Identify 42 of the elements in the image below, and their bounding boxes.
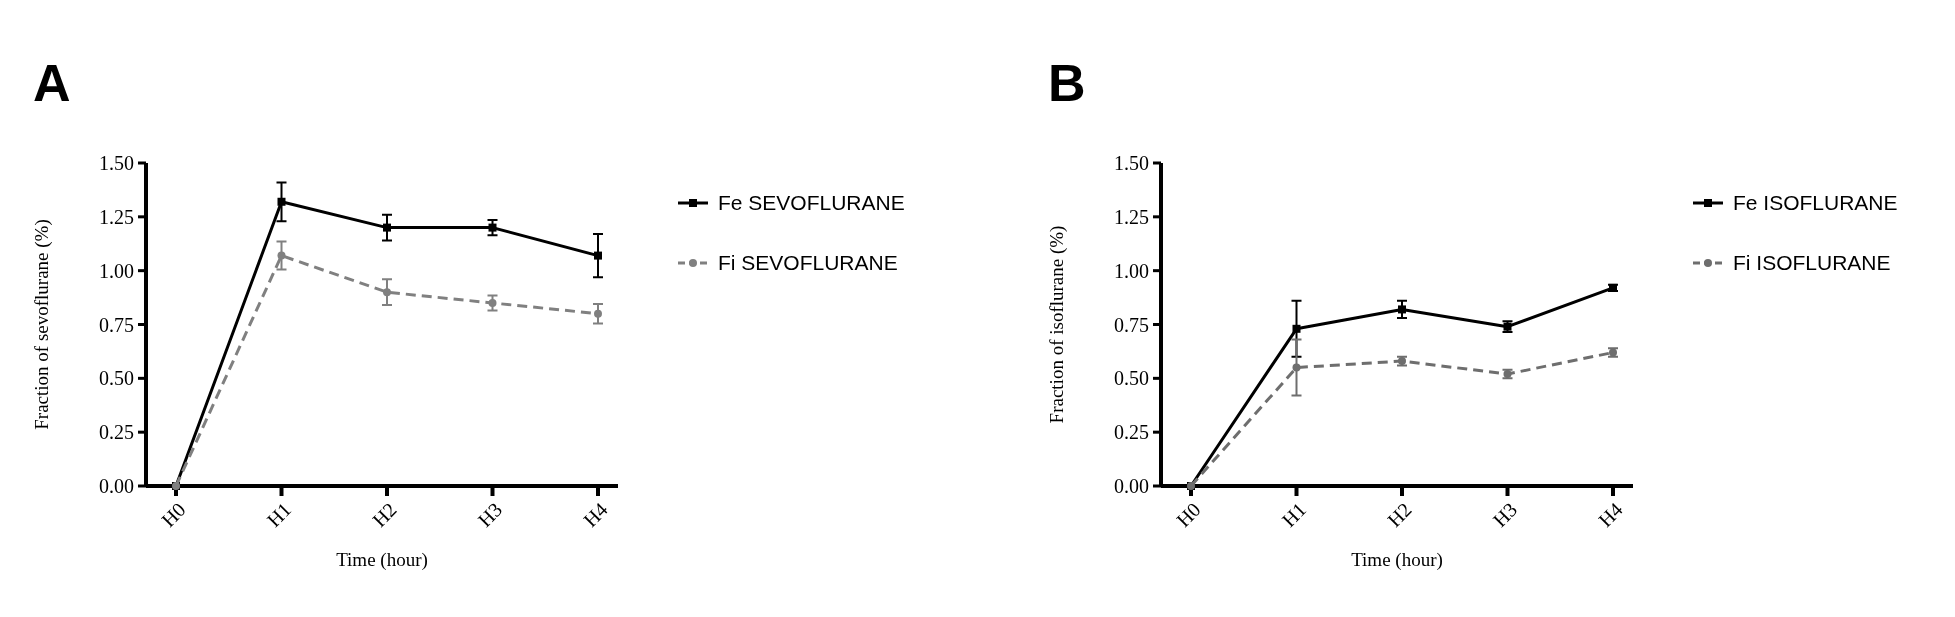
point: [383, 223, 391, 232]
point: [383, 288, 391, 297]
y-tick-label: 1.50: [1114, 152, 1149, 174]
y-tick-label: 1.00: [1114, 259, 1149, 282]
y-tick-label: 1.00: [99, 259, 134, 282]
x-tick-label: H4: [1593, 498, 1627, 532]
x-tick-label: H3: [473, 498, 507, 532]
legend-label: Fe ISOFLURANE: [1733, 191, 1898, 215]
y-tick-label: 0.75: [1114, 313, 1149, 336]
x-tick-label: H2: [1382, 498, 1416, 532]
x-tick-label: H3: [1488, 498, 1522, 532]
point: [594, 251, 602, 260]
legend-label: Fi ISOFLURANE: [1733, 251, 1891, 275]
x-tick-label: H0: [1171, 498, 1205, 532]
point: [277, 251, 286, 260]
legend-label: Fi SEVOFLURANE: [718, 251, 898, 275]
y-axis-title: Fraction of sevoflurane (%): [31, 219, 53, 430]
x-tick-label: H4: [578, 498, 612, 532]
y-tick-label: 0.00: [1114, 475, 1149, 497]
x-tick-label: H2: [367, 498, 401, 532]
point: [277, 197, 286, 206]
x-tick-label: H1: [262, 498, 296, 532]
y-tick-label: 0.50: [99, 367, 134, 390]
y-tick-label: 0.50: [1114, 367, 1149, 390]
x-axis-title: Time (hour): [1351, 549, 1443, 571]
point: [594, 309, 602, 318]
point: [1398, 305, 1406, 314]
x-axis-title: Time (hour): [336, 549, 428, 571]
y-tick-label: 1.50: [99, 152, 134, 174]
y-tick-label: 0.25: [1114, 421, 1149, 444]
x-tick-label: H1: [1277, 498, 1311, 532]
y-tick-label: 0.25: [99, 421, 134, 444]
y-tick-label: 1.25: [99, 205, 134, 228]
y-tick-label: 0.75: [99, 313, 134, 336]
point: [1292, 324, 1301, 333]
chart-title: B: [1048, 54, 1086, 112]
y-axis-title: Fraction of isoflurane (%): [1046, 225, 1068, 424]
legend-label: Fe SEVOFLURANE: [718, 191, 905, 215]
chart-title: A: [33, 54, 71, 112]
x-tick-label: H0: [156, 498, 190, 532]
y-tick-label: 1.25: [1114, 205, 1149, 228]
y-tick-label: 0.00: [99, 475, 134, 497]
